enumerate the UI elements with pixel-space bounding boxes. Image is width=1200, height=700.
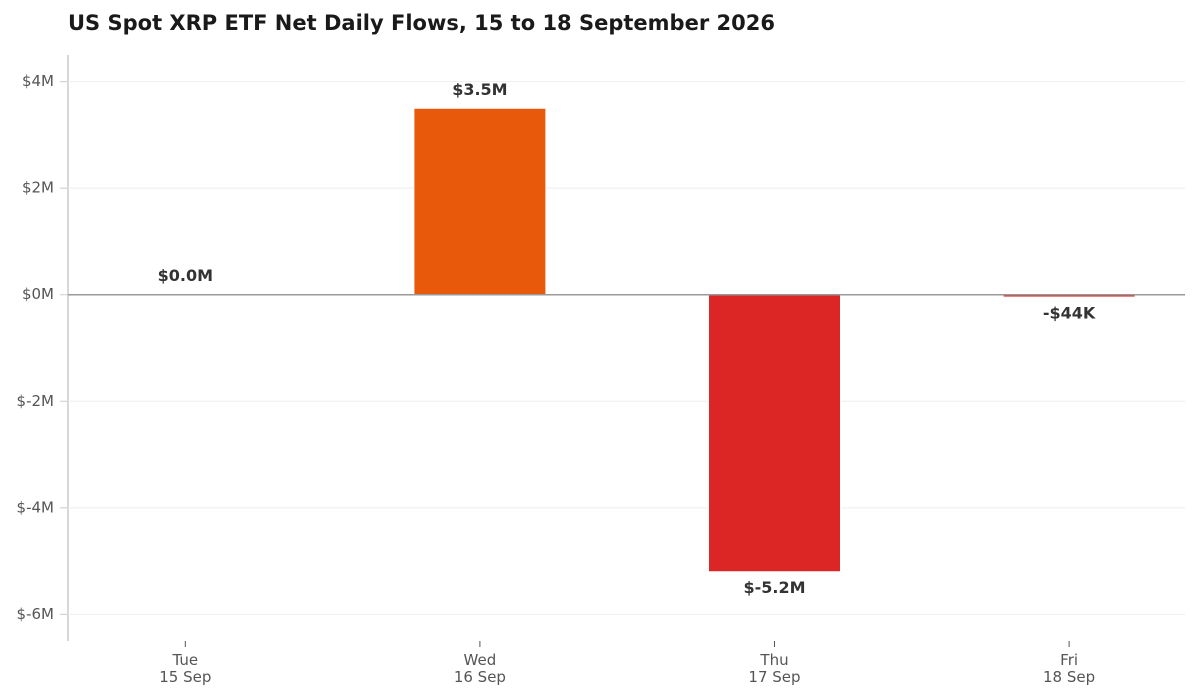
y-tick-label: $-4M xyxy=(17,498,54,516)
y-tick-label: $4M xyxy=(22,72,54,90)
chart-title: US Spot XRP ETF Net Daily Flows, 15 to 1… xyxy=(68,11,775,35)
x-tick-label: Wed 16 Sep xyxy=(454,651,506,686)
value-label: -$44K xyxy=(1043,304,1096,323)
y-tick-label: $2M xyxy=(22,179,54,197)
x-tick-label: Thu 17 Sep xyxy=(748,651,800,686)
bar xyxy=(413,107,547,296)
bar xyxy=(708,294,841,573)
y-tick-label: $-2M xyxy=(17,392,54,410)
x-tick-label: Fri 18 Sep xyxy=(1043,651,1095,686)
value-label: $-5.2M xyxy=(743,578,805,597)
y-tick-label: $0M xyxy=(22,285,54,303)
x-tick-label: Tue 15 Sep xyxy=(159,651,211,686)
y-tick-label: $-6M xyxy=(17,605,54,623)
value-label: $3.5M xyxy=(452,80,507,99)
value-label: $0.0M xyxy=(158,266,213,285)
